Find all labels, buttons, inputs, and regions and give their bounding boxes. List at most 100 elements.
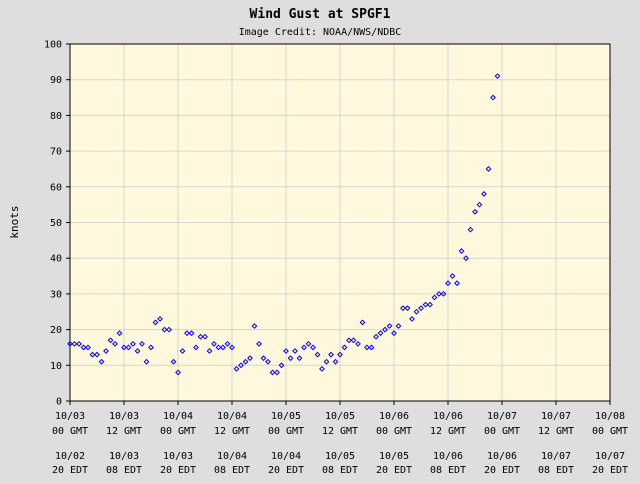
data-point (314, 351, 321, 358)
data-points (67, 43, 611, 402)
data-point (431, 294, 438, 301)
x-tick-label-edt-time: 08 EDT (322, 465, 358, 476)
data-point (71, 340, 78, 347)
data-point (157, 315, 163, 322)
data-point (368, 344, 375, 351)
data-point (251, 323, 258, 329)
x-tick-label-gmt-time: 00 GMT (592, 426, 628, 437)
data-point (449, 273, 456, 279)
data-point (206, 348, 213, 354)
x-tick-label-gmt-time: 00 GMT (376, 426, 412, 437)
data-point (427, 301, 433, 308)
data-point (283, 348, 289, 354)
data-point (436, 290, 442, 297)
x-tick-label-gmt-date: 10/05 (271, 411, 301, 422)
data-point (359, 319, 366, 326)
y-tick-label: 50 (50, 218, 62, 229)
x-tick-label-gmt-date: 10/05 (325, 411, 355, 422)
data-point (494, 73, 501, 80)
y-tick-label: 0 (56, 397, 62, 408)
x-tick-label-edt-date: 10/07 (595, 451, 625, 462)
data-point (256, 340, 262, 347)
data-point (76, 340, 82, 347)
data-point (454, 280, 460, 287)
data-point (134, 348, 141, 354)
data-point (400, 305, 406, 312)
data-point (332, 358, 339, 365)
data-point (346, 337, 352, 344)
data-point (211, 340, 217, 347)
x-tick-label-gmt-date: 10/03 (109, 411, 139, 422)
data-point (215, 344, 222, 351)
data-point (422, 301, 429, 308)
data-point (274, 369, 280, 376)
x-tick-label-gmt-time: 00 GMT (160, 426, 196, 437)
data-point (310, 344, 316, 351)
data-point (197, 333, 204, 340)
data-point (485, 166, 492, 172)
x-tick-label-gmt-date: 10/07 (487, 411, 517, 422)
x-tick-label-edt-date: 10/05 (325, 451, 355, 462)
x-tick-label-gmt-time: 00 GMT (268, 426, 304, 437)
data-point (139, 340, 145, 347)
y-tick-label: 80 (50, 111, 62, 122)
data-point (170, 358, 177, 365)
data-point (413, 308, 420, 315)
data-point (472, 208, 478, 215)
x-tick-label-edt-date: 10/03 (163, 451, 193, 462)
x-tick-label-edt-date: 10/02 (55, 451, 85, 462)
data-point (386, 323, 393, 329)
y-tick-label: 100 (44, 40, 62, 51)
data-point (143, 358, 150, 365)
x-tick-label-gmt-date: 10/04 (217, 411, 247, 422)
data-point (184, 330, 190, 337)
data-point (269, 369, 276, 376)
x-tick-label-edt-time: 08 EDT (214, 465, 250, 476)
x-tick-label-edt-time: 08 EDT (538, 465, 574, 476)
data-point (328, 351, 334, 358)
x-tick-label-gmt-time: 00 GMT (484, 426, 520, 437)
x-tick-label-gmt-time: 12 GMT (106, 426, 142, 437)
y-tick-label: 90 (50, 75, 62, 86)
y-axis-ticks: 0 10 20 30 40 50 60 70 80 90 100 (44, 40, 70, 408)
y-tick-label: 40 (50, 254, 62, 265)
x-tick-label-edt-time: 20 EDT (376, 465, 412, 476)
data-point (116, 330, 123, 337)
data-point (125, 344, 132, 351)
x-tick-label-edt-time: 20 EDT (592, 465, 628, 476)
data-point (350, 337, 357, 344)
data-point (490, 94, 496, 101)
data-point (85, 344, 91, 351)
data-point (238, 362, 244, 369)
data-point (364, 344, 370, 351)
data-point (242, 358, 249, 365)
data-point (130, 340, 136, 347)
chart-subtitle: Image Credit: NOAA/NWS/NDBC (239, 27, 402, 38)
data-point (395, 323, 402, 329)
x-tick-label-edt-date: 10/03 (109, 451, 139, 462)
data-point (404, 305, 411, 312)
x-tick-label-edt-time: 20 EDT (160, 465, 196, 476)
data-point (112, 340, 118, 347)
y-tick-label: 60 (50, 182, 62, 193)
y-tick-label: 20 (50, 325, 62, 336)
data-point (103, 348, 109, 354)
x-tick-label-edt-time: 20 EDT (268, 465, 304, 476)
data-point (247, 355, 253, 362)
data-point (260, 355, 267, 362)
data-point (202, 333, 208, 340)
data-point (220, 344, 226, 351)
data-point (166, 326, 172, 333)
x-tick-label-edt-time: 08 EDT (430, 465, 466, 476)
data-point (107, 337, 114, 344)
x-tick-label-edt-date: 10/04 (217, 451, 247, 462)
data-point (341, 344, 348, 351)
y-tick-label: 10 (50, 361, 62, 372)
x-tick-label-edt-time: 08 EDT (106, 465, 142, 476)
data-point (301, 344, 307, 351)
data-point (94, 351, 100, 358)
data-point (80, 344, 87, 351)
x-tick-label-edt-date: 10/05 (379, 451, 409, 462)
